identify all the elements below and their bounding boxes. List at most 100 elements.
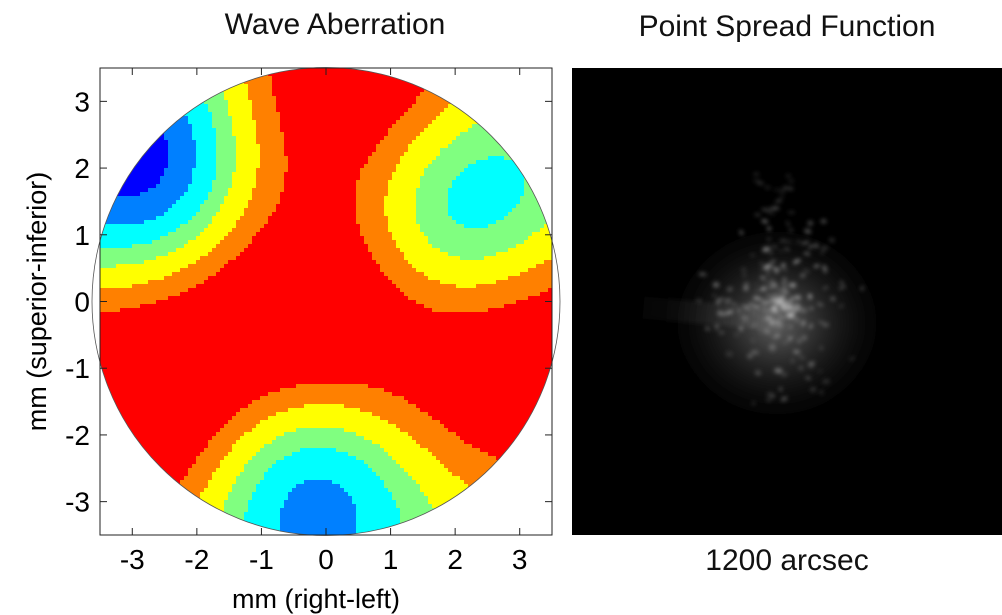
- contour-cell: [268, 316, 273, 321]
- contour-cell: [244, 204, 249, 209]
- contour-cell: [132, 96, 137, 101]
- contour-cell: [208, 408, 213, 413]
- contour-cell: [168, 532, 173, 536]
- contour-cell: [220, 96, 225, 101]
- contour-cell: [176, 236, 181, 241]
- contour-cell: [256, 424, 261, 429]
- contour-cell: [132, 132, 137, 137]
- contour-cell: [120, 256, 125, 261]
- contour-cell: [196, 364, 201, 369]
- contour-cell: [124, 360, 129, 365]
- contour-cell: [252, 528, 257, 533]
- contour-cell: [112, 420, 117, 425]
- contour-cell: [212, 504, 217, 509]
- contour-cell: [224, 272, 229, 277]
- contour-cell: [160, 200, 165, 205]
- contour-cell: [228, 288, 233, 293]
- contour-cell: [172, 412, 177, 417]
- contour-cell: [116, 144, 121, 149]
- contour-cell: [184, 236, 189, 241]
- contour-cell: [220, 160, 225, 165]
- contour-cell: [256, 296, 261, 301]
- contour-cell: [124, 320, 129, 325]
- contour-cell: [176, 228, 181, 233]
- contour-cell: [268, 288, 273, 293]
- contour-cell: [124, 76, 129, 81]
- contour-cell: [148, 460, 153, 465]
- contour-cell: [236, 348, 241, 353]
- contour-cell: [244, 140, 249, 145]
- contour-cell: [108, 496, 113, 501]
- contour-cell: [116, 476, 121, 481]
- contour-cell: [232, 276, 237, 281]
- contour-cell: [228, 268, 233, 273]
- contour-cell: [192, 168, 197, 173]
- contour-cell: [260, 372, 265, 377]
- contour-cell: [248, 228, 253, 233]
- contour-cell: [208, 380, 213, 385]
- contour-cell: [236, 112, 241, 117]
- contour-cell: [188, 228, 193, 233]
- contour-cell: [128, 392, 133, 397]
- contour-cell: [160, 404, 165, 409]
- contour-cell: [136, 520, 141, 525]
- contour-cell: [200, 72, 205, 77]
- contour-cell: [264, 288, 269, 293]
- contour-cell: [116, 452, 121, 457]
- contour-cell: [164, 148, 169, 153]
- contour-cell: [244, 516, 249, 521]
- contour-cell: [132, 128, 137, 133]
- contour-cell: [148, 156, 153, 161]
- contour-cell: [252, 504, 257, 509]
- contour-cell: [188, 160, 193, 165]
- contour-cell: [144, 472, 149, 477]
- contour-cell: [212, 140, 217, 145]
- contour-cell: [152, 276, 157, 281]
- contour-cell: [232, 196, 237, 201]
- contour-cell: [236, 376, 241, 381]
- contour-cell: [196, 524, 201, 529]
- contour-cell: [148, 228, 153, 233]
- contour-cell: [188, 68, 193, 73]
- contour-cell: [116, 80, 121, 85]
- contour-cell: [140, 428, 145, 433]
- contour-cell: [108, 336, 113, 341]
- contour-cell: [232, 228, 237, 233]
- contour-cell: [232, 160, 237, 165]
- contour-cell: [128, 192, 133, 197]
- contour-cell: [100, 172, 105, 177]
- contour-cell: [200, 336, 205, 341]
- contour-cell: [260, 232, 265, 237]
- contour-cell: [140, 304, 145, 309]
- contour-cell: [192, 392, 197, 397]
- contour-cell: [176, 240, 181, 245]
- contour-cell: [164, 172, 169, 177]
- contour-cell: [196, 460, 201, 465]
- contour-cell: [268, 272, 273, 277]
- contour-cell: [200, 532, 205, 536]
- contour-cell: [100, 284, 105, 289]
- contour-cell: [212, 76, 217, 81]
- contour-cell: [100, 360, 105, 365]
- contour-cell: [184, 352, 189, 357]
- contour-cell: [224, 264, 229, 269]
- contour-cell: [252, 212, 257, 217]
- contour-cell: [180, 340, 185, 345]
- contour-cell: [116, 264, 121, 269]
- contour-cell: [136, 224, 141, 229]
- contour-cell: [168, 376, 173, 381]
- contour-cell: [236, 456, 241, 461]
- contour-cell: [216, 312, 221, 317]
- contour-cell: [172, 372, 177, 377]
- contour-cell: [248, 336, 253, 341]
- contour-cell: [144, 292, 149, 297]
- contour-cell: [212, 440, 217, 445]
- contour-cell: [136, 80, 141, 85]
- contour-cell: [256, 68, 261, 73]
- contour-cell: [180, 180, 185, 185]
- contour-cell: [236, 128, 241, 133]
- contour-cell: [160, 496, 165, 501]
- contour-cell: [248, 224, 253, 229]
- contour-cell: [188, 360, 193, 365]
- contour-cell: [152, 184, 157, 189]
